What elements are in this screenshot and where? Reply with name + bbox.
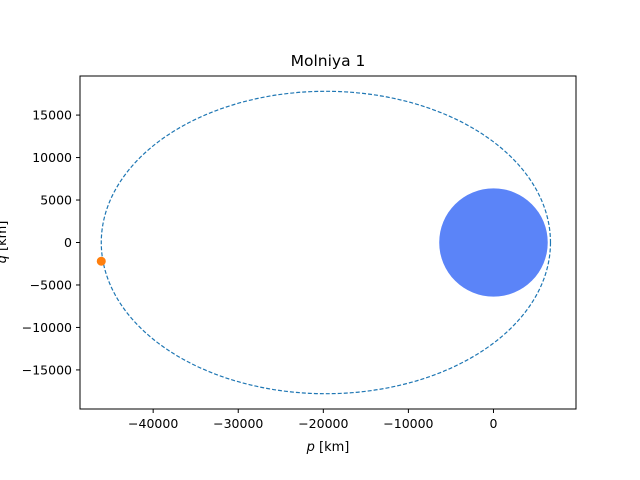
orbit-trajectory [100,90,552,395]
x-axis-label-variable: p [306,440,315,455]
x-tick-label: −40000 [128,416,178,431]
attractor-body [439,188,548,297]
y-tick-label: −10000 [22,320,72,335]
y-axis: −15000 −10000 −5000 0 5000 10000 15000 [22,108,80,377]
y-axis-label-variable: q [0,255,10,263]
x-tick-label: −30000 [213,416,263,431]
satellite-position-point [96,256,106,266]
y-tick-label: −5000 [30,277,72,292]
y-tick-label: 15000 [32,108,72,123]
y-tick-label: 5000 [40,193,72,208]
y-axis-label: q [km] [0,221,10,264]
y-tick-label: −15000 [22,362,72,377]
x-axis-label: p [km] [306,440,350,455]
x-axis: −40000 −30000 −20000 −10000 0 [128,409,497,431]
x-tick-label: −10000 [383,416,433,431]
chart-title: Molniya 1 [291,52,366,70]
x-tick-label: −20000 [298,416,348,431]
x-tick-label: 0 [489,416,497,431]
x-axis-label-unit: [km] [315,440,349,455]
y-tick-label: 10000 [32,150,72,165]
y-tick-label: 0 [64,235,72,250]
y-axis-label-unit: [km] [0,221,10,255]
plot-area [96,90,552,395]
